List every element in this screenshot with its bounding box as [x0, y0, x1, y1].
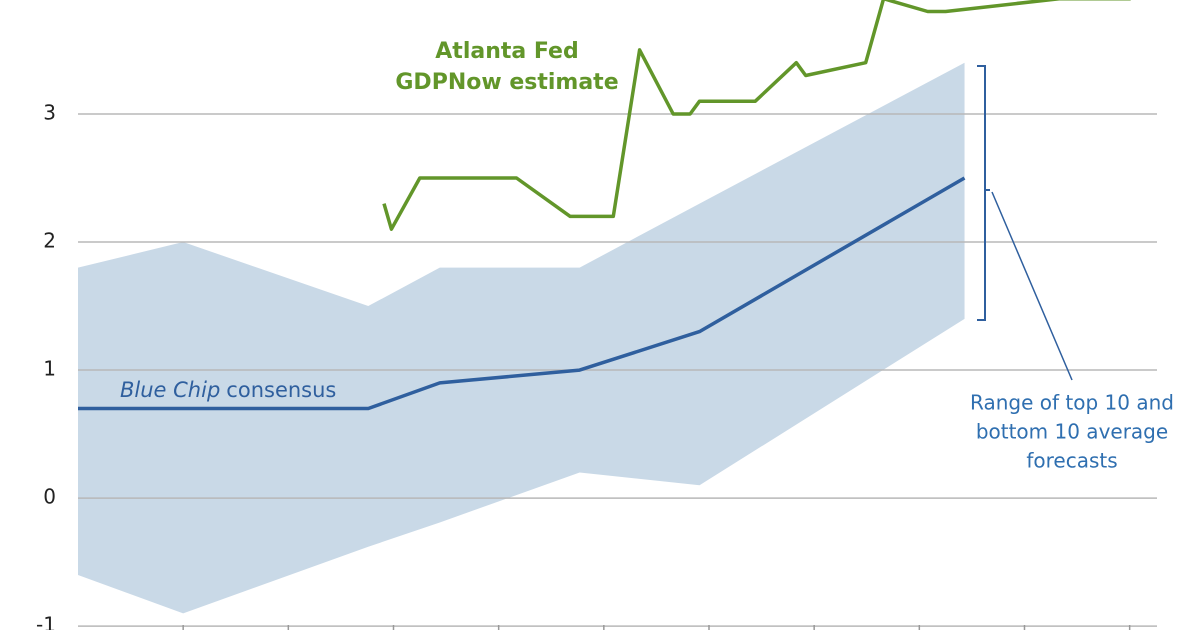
band-label: Range of top 10 and	[970, 391, 1174, 415]
range-bracket	[977, 65, 990, 321]
series-line	[382, 0, 1131, 231]
series-label: GDPNow estimate	[395, 70, 618, 95]
y-tick-label: 3	[43, 100, 56, 124]
y-tick-label: 0	[43, 485, 56, 509]
band-label: forecasts	[1026, 449, 1117, 473]
y-tick-label: 2	[43, 229, 56, 253]
y-tick-label: -1	[36, 613, 56, 630]
y-tick-label: 1	[43, 357, 56, 381]
series-line	[78, 176, 966, 411]
series-label: Atlanta Fed	[435, 39, 578, 64]
series-label-italic: Blue Chip	[120, 378, 220, 402]
series-label-rest: consensus	[226, 378, 336, 402]
annotation-leader	[991, 191, 1073, 381]
band-label: bottom 10 average	[976, 420, 1168, 444]
series-label: Blue Chip consensus	[120, 378, 336, 402]
forecast-range-band	[78, 62, 965, 614]
